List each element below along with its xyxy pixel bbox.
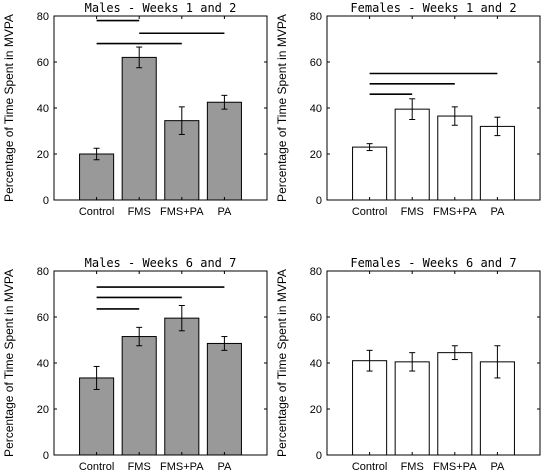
y-tick-label: 0 [43, 450, 49, 462]
chart-title: Males - Weeks 6 and 7 [85, 256, 237, 270]
bar-pa [206, 101, 242, 201]
x-tick-label: FMS+PA [160, 206, 204, 218]
y-tick-label: 60 [310, 312, 322, 324]
x-tick-label: FMS [401, 461, 424, 472]
x-tick-label: FMS+PA [160, 461, 204, 472]
x-tick-label: Control [79, 206, 114, 218]
x-tick-label: Control [79, 461, 114, 472]
x-tick-label: FMS [128, 206, 151, 218]
x-tick-label: Control [352, 206, 387, 218]
error-bar [494, 345, 501, 379]
y-tick-label: 0 [316, 195, 322, 207]
x-tick-label: FMS [128, 461, 151, 472]
y-tick-label: 40 [310, 358, 322, 370]
error-bar [178, 106, 185, 135]
y-tick-label: 60 [37, 57, 49, 69]
y-tick-label: 80 [37, 266, 49, 278]
chart-title: Males - Weeks 1 and 2 [85, 1, 237, 15]
error-bar [409, 352, 416, 372]
error-bar [221, 94, 228, 110]
error-bar [178, 305, 185, 332]
error-bar [366, 349, 373, 372]
bar-fms-plus-pa [164, 317, 200, 456]
y-axis-label: Percentage of Time Spent in MVPA [2, 269, 16, 457]
bar-fms [394, 108, 430, 201]
error-bar [494, 116, 501, 137]
y-tick-label: 20 [37, 404, 49, 416]
x-tick-label: PA [490, 206, 505, 218]
chart-title: Females - Weeks 6 and 7 [350, 256, 516, 270]
bar-fms [121, 56, 157, 201]
error-bar [409, 98, 416, 120]
bar-fms [121, 336, 157, 456]
y-tick-label: 0 [316, 450, 322, 462]
y-tick-label: 20 [310, 404, 322, 416]
error-bar [366, 143, 373, 152]
y-axis-label: Percentage of Time Spent in MVPA [275, 269, 289, 457]
y-tick-label: 40 [37, 358, 49, 370]
error-bar [93, 147, 100, 161]
y-tick-label: 20 [310, 149, 322, 161]
bar-pa [479, 125, 515, 201]
bar-control [352, 146, 388, 201]
x-tick-label: FMS+PA [433, 206, 477, 218]
x-tick-label: PA [217, 206, 232, 218]
error-bar [451, 345, 458, 361]
y-tick-label: 60 [310, 57, 322, 69]
x-tick-label: FMS+PA [433, 461, 477, 472]
x-tick-label: Control [352, 461, 387, 472]
y-tick-label: 60 [37, 312, 49, 324]
y-tick-label: 40 [37, 103, 49, 115]
chart-panel-2: 0 20 40 60 80 Control FMS FMS+PA PA Females - Wee… [275, 1, 541, 218]
y-tick-label: 80 [37, 11, 49, 23]
chart-panel-4: 0 20 40 60 80 Control FMS FMS+PA PA Females - Wee… [275, 256, 541, 472]
bar-fms [394, 361, 430, 456]
x-tick-label: PA [217, 461, 232, 472]
x-tick-label: FMS [401, 206, 424, 218]
y-tick-label: 80 [310, 11, 322, 23]
chart-panel-1: 0 20 40 60 80 Control FMS FMS+PA PA Males - Weeks… [2, 1, 268, 218]
chart-panel-3: 0 20 40 60 80 Control FMS FMS+PA PA Males - Weeks… [2, 256, 268, 472]
y-tick-label: 80 [310, 266, 322, 278]
x-tick-label: PA [490, 461, 505, 472]
y-tick-label: 0 [43, 195, 49, 207]
y-axis-label: Percentage of Time Spent in MVPA [275, 14, 289, 202]
y-tick-label: 40 [310, 103, 322, 115]
error-bar [136, 46, 143, 69]
error-bar [451, 106, 458, 126]
bar-pa [206, 342, 242, 456]
error-bar [93, 365, 100, 390]
y-axis-label: Percentage of Time Spent in MVPA [2, 14, 16, 202]
error-bar [221, 336, 228, 351]
y-tick-label: 20 [37, 149, 49, 161]
error-bar [136, 326, 143, 347]
bar-control [352, 360, 388, 456]
bar-control [79, 153, 115, 201]
bar-fms-plus-pa [437, 352, 473, 456]
bar-fms-plus-pa [437, 115, 473, 201]
chart-title: Females - Weeks 1 and 2 [350, 1, 516, 15]
